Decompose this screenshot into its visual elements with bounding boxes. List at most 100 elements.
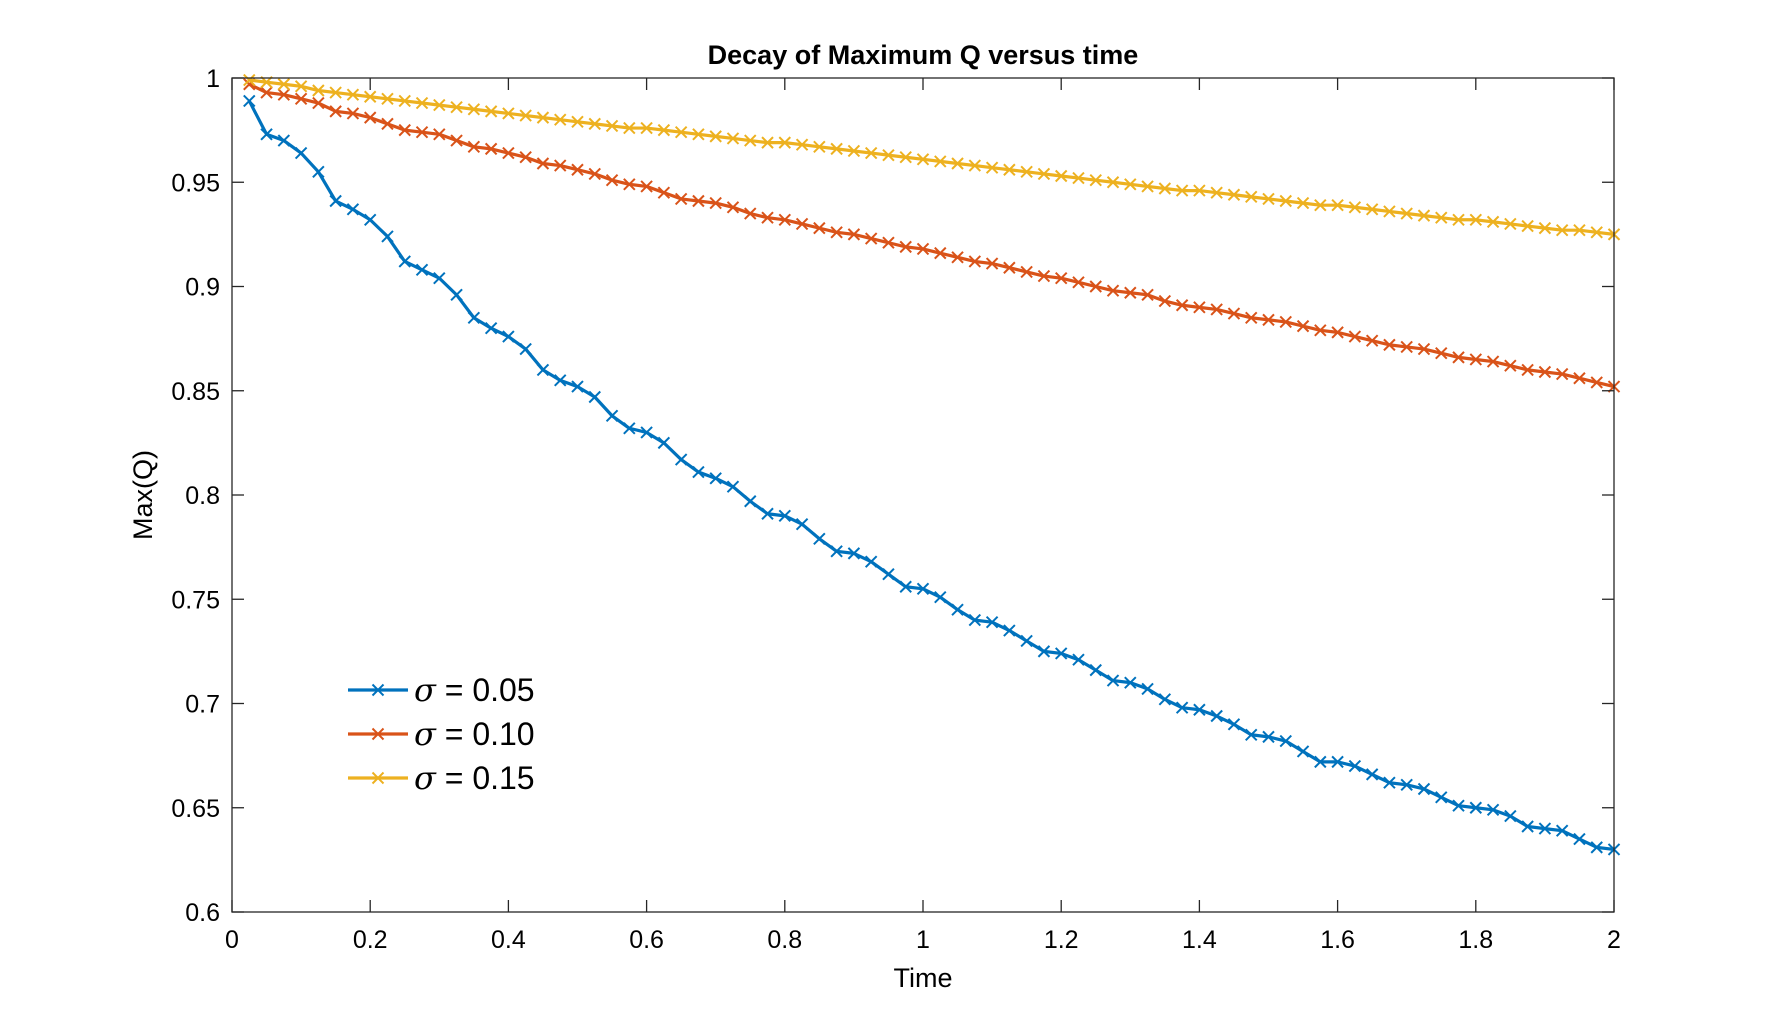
data-point-marker <box>1348 759 1362 773</box>
data-point-marker <box>1089 280 1102 293</box>
data-point-marker <box>1175 184 1189 197</box>
data-point-marker <box>1590 226 1603 239</box>
series-line <box>249 78 1615 236</box>
y-tick-label: 0.7 <box>185 691 220 719</box>
data-point-marker <box>502 146 515 160</box>
data-point-marker <box>1486 803 1500 817</box>
data-point-marker <box>381 92 394 106</box>
data-point-marker <box>934 246 947 260</box>
data-point-marker <box>623 178 636 191</box>
data-point-marker <box>1037 269 1051 283</box>
data-point-marker <box>1417 782 1431 796</box>
legend-value: = 0.15 <box>436 760 535 796</box>
data-point-marker <box>1210 303 1223 316</box>
data-point-marker <box>363 90 377 103</box>
data-point-marker <box>744 134 757 147</box>
data-point-marker <box>1400 340 1413 354</box>
data-point-marker <box>899 580 912 593</box>
data-point-marker <box>1245 311 1258 324</box>
data-point-marker <box>588 117 601 131</box>
data-point-marker <box>1003 261 1016 274</box>
data-point-marker <box>640 180 653 193</box>
data-point-marker <box>1504 809 1517 823</box>
data-point-marker <box>1486 355 1500 368</box>
data-point-marker <box>536 111 550 124</box>
data-point-marker <box>1245 728 1258 741</box>
data-point-marker <box>1555 824 1569 837</box>
data-point-marker <box>1435 791 1448 804</box>
data-point-marker <box>1521 219 1534 233</box>
data-point-marker <box>692 465 705 479</box>
data-point-marker <box>1296 196 1310 210</box>
data-point-marker <box>450 100 463 114</box>
data-point-marker <box>363 111 377 124</box>
data-point-marker <box>433 271 446 285</box>
data-point-marker <box>554 159 567 172</box>
data-point-marker <box>1054 271 1068 285</box>
data-point-marker <box>260 86 273 99</box>
data-point-marker <box>882 148 895 162</box>
data-point-marker <box>519 109 532 122</box>
data-point-marker <box>1193 184 1206 197</box>
data-point-marker <box>1504 359 1517 372</box>
data-point-marker <box>882 568 895 581</box>
data-point-marker <box>985 257 999 270</box>
data-point-marker <box>778 213 792 226</box>
data-point-marker <box>1296 745 1310 758</box>
legend: σ = 0.05σ = 0.10σ = 0.15 <box>348 671 535 797</box>
data-point-marker <box>329 105 342 118</box>
data-point-marker <box>484 142 498 156</box>
data-point-marker <box>623 121 636 135</box>
legend-label: σ = 0.10 <box>414 715 535 753</box>
data-point-marker <box>1106 176 1120 189</box>
data-point-marker <box>588 390 601 404</box>
data-point-marker <box>864 555 878 568</box>
x-tick-label: 1.4 <box>1182 926 1217 954</box>
data-point-marker <box>398 255 411 268</box>
data-point-marker <box>1072 653 1085 666</box>
data-point-marker <box>1227 307 1241 320</box>
x-tick-label: 0.6 <box>629 926 664 954</box>
x-tick-label: 0.4 <box>491 926 526 954</box>
data-point-marker <box>1469 801 1483 814</box>
data-point-marker <box>1348 201 1362 214</box>
data-point-marker <box>1590 376 1603 389</box>
data-point-marker <box>1003 624 1016 637</box>
data-point-marker <box>1003 163 1016 176</box>
data-point-marker <box>1279 315 1292 329</box>
data-point-marker <box>882 236 895 249</box>
data-point-marker <box>1365 203 1379 216</box>
data-point-marker <box>536 157 550 170</box>
data-point-marker <box>1262 730 1275 744</box>
data-point-marker <box>1521 820 1534 833</box>
data-point-marker <box>1573 372 1586 385</box>
data-point-marker <box>692 194 705 208</box>
data-point-marker <box>1037 645 1051 658</box>
data-point-marker <box>1400 778 1413 792</box>
data-point-marker <box>1590 841 1603 854</box>
data-point-marker <box>243 73 256 87</box>
data-point-marker <box>346 107 360 120</box>
legend-marker <box>371 683 385 697</box>
data-point-marker <box>847 547 861 560</box>
data-point-marker <box>1435 347 1448 360</box>
data-point-marker <box>1072 171 1085 185</box>
data-point-marker <box>640 426 653 439</box>
data-point-marker <box>571 115 584 128</box>
data-point-marker <box>1538 365 1552 379</box>
data-point-marker <box>1158 182 1172 195</box>
data-point-marker <box>415 126 429 139</box>
data-point-marker <box>726 201 740 214</box>
data-point-marker <box>519 151 532 164</box>
data-point-marker <box>1469 213 1483 226</box>
legend-label: σ = 0.15 <box>414 759 535 797</box>
data-point-marker <box>674 453 688 466</box>
data-point-marker <box>467 311 481 324</box>
data-point-marker <box>1106 284 1120 297</box>
series-3 <box>243 73 1621 241</box>
data-point-marker <box>294 92 308 106</box>
data-point-marker <box>744 495 757 508</box>
series-1 <box>243 94 1621 856</box>
data-point-marker <box>1141 180 1154 193</box>
